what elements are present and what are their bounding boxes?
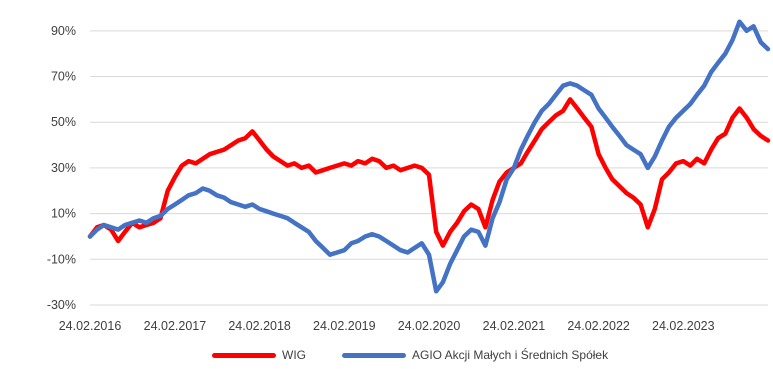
y-tick-label: 30% [51,161,76,175]
legend-item-agio: AGIO Akcji Małych i Średnich Spółek [342,348,608,362]
y-tick-label: -30% [47,298,76,312]
x-tick-label: 24.02.2016 [59,319,122,333]
series-lines [87,19,771,294]
legend-swatch-agio [342,352,406,358]
x-tick-label: 24.02.2019 [313,319,376,333]
y-tick-label: 90% [51,24,76,38]
x-tick-label: 24.02.2021 [483,319,546,333]
y-tick-label: 50% [51,115,76,129]
x-tick-label: 24.02.2017 [144,319,207,333]
x-tick-label: 24.02.2023 [652,319,715,333]
y-tick-label: 10% [51,207,76,221]
legend-label-agio: AGIO Akcji Małych i Średnich Spółek [412,348,609,362]
chart-plot-area: 90%70%50%30%10%-10%-30% 24.02.2016 24.02.… [47,19,771,333]
series-line-wig [87,97,771,248]
legend-label-wig: WIG [282,348,306,362]
x-tick-label: 24.02.2020 [398,319,461,333]
y-tick-label: 70% [51,70,76,84]
legend-swatch-wig [212,352,276,358]
legend: WIG AGIO Akcji Małych i Średnich Spółek [0,348,773,368]
x-tick-label: 24.02.2022 [567,319,630,333]
y-tick-label: -10% [47,252,76,266]
series-line-agio [87,19,771,294]
legend-item-wig: WIG [212,348,306,362]
x-axis-tick-labels: 24.02.2016 24.02.2017 24.02.2018 24.02.2019… [59,319,715,333]
y-axis-tick-labels: 90% 70% 50% 30% 10% -10% -30% [47,24,76,312]
x-tick-label: 24.02.2018 [228,319,291,333]
